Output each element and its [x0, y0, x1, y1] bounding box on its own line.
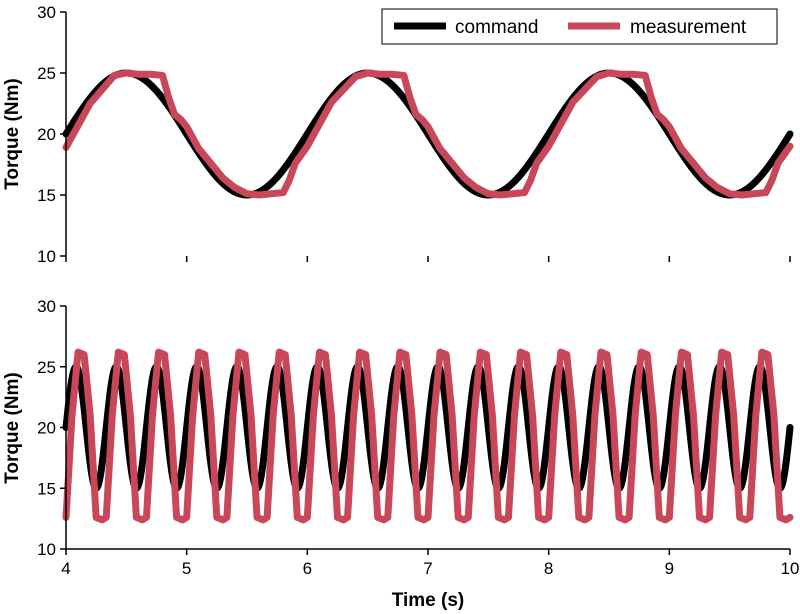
top-y-ticks: 10 15 20 25 30	[37, 3, 791, 266]
bottom-xtick-label: 9	[665, 559, 674, 578]
bottom-xtick-label: 7	[423, 559, 432, 578]
top-series-command	[62, 69, 794, 199]
bottom-x-ticks: 4 5 6 7 8 9 10	[61, 549, 799, 578]
top-ytick-label: 30	[37, 3, 56, 22]
legend: command measurement	[381, 8, 778, 45]
bottom-xtick-label: 6	[303, 559, 312, 578]
bottom-ytick-label: 25	[37, 358, 56, 377]
legend-label-measurement: measurement	[630, 17, 747, 38]
top-ytick-label: 20	[37, 125, 56, 144]
top-panel: 10 15 20 25 30 Torque (Nm) command measureme…	[2, 3, 794, 266]
bottom-series-group	[62, 348, 794, 524]
bottom-panel: 10 15 20 25 30 4 5 6 7 8 9 10 Torque (Nm) Time (s)	[2, 297, 799, 611]
bottom-ytick-label: 15	[37, 479, 56, 498]
top-series-measurement	[62, 69, 794, 199]
x-axis-title: Time (s)	[392, 590, 465, 611]
top-y-axis-title: Torque (Nm)	[2, 78, 23, 190]
bottom-ytick-label: 10	[37, 540, 56, 559]
bottom-y-ticks: 10 15 20 25 30	[37, 297, 66, 559]
top-series-group	[62, 69, 794, 199]
top-ytick-label: 15	[37, 186, 56, 205]
bottom-ytick-label: 20	[37, 419, 56, 438]
bottom-xtick-label: 10	[781, 559, 800, 578]
bottom-series-command	[62, 363, 794, 492]
bottom-series-measurement	[62, 348, 794, 524]
bottom-xtick-label: 8	[544, 559, 553, 578]
bottom-ytick-label: 30	[37, 297, 56, 316]
legend-label-command: command	[455, 17, 538, 38]
bottom-y-axis-title: Torque (Nm)	[2, 372, 23, 484]
top-ytick-label: 25	[37, 64, 56, 83]
bottom-xtick-label: 4	[61, 559, 70, 578]
top-ytick-label: 10	[37, 247, 56, 266]
bottom-xtick-label: 5	[182, 559, 191, 578]
